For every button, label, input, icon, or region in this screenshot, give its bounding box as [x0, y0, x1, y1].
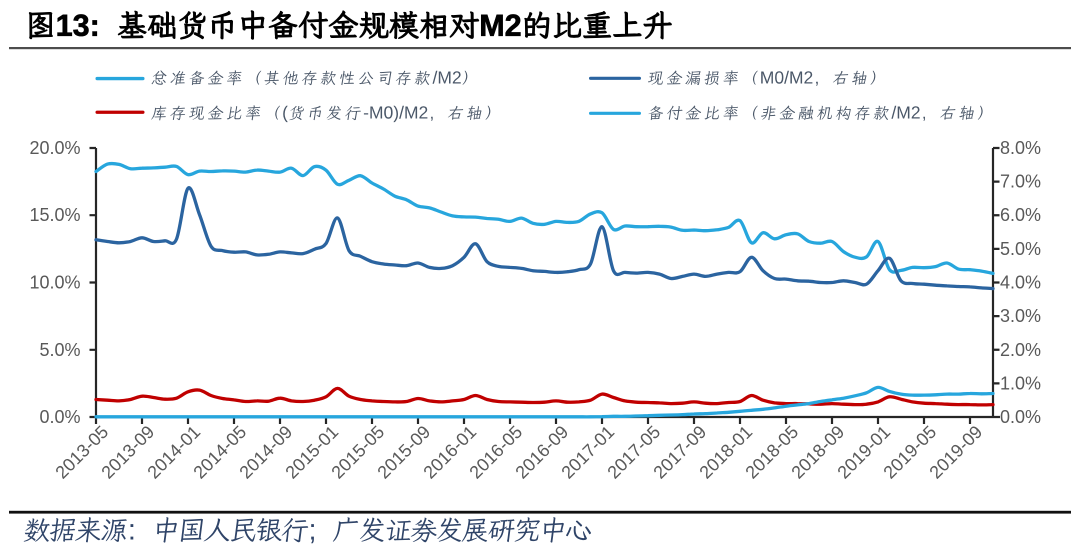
svg-text:10.0%: 10.0%	[29, 273, 80, 293]
svg-text:15.0%: 15.0%	[29, 205, 80, 225]
svg-text:5.0%: 5.0%	[39, 340, 80, 360]
svg-text:8.0%: 8.0%	[1000, 138, 1041, 158]
svg-text:7.0%: 7.0%	[1000, 172, 1041, 192]
svg-text:1.0%: 1.0%	[1000, 373, 1041, 393]
svg-text:2.0%: 2.0%	[1000, 340, 1041, 360]
svg-text:0.0%: 0.0%	[39, 407, 80, 427]
svg-text:6.0%: 6.0%	[1000, 205, 1041, 225]
svg-text:3.0%: 3.0%	[1000, 306, 1041, 326]
svg-text:0.0%: 0.0%	[1000, 407, 1041, 427]
svg-text:5.0%: 5.0%	[1000, 239, 1041, 259]
svg-text:4.0%: 4.0%	[1000, 273, 1041, 293]
svg-text:20.0%: 20.0%	[29, 138, 80, 158]
